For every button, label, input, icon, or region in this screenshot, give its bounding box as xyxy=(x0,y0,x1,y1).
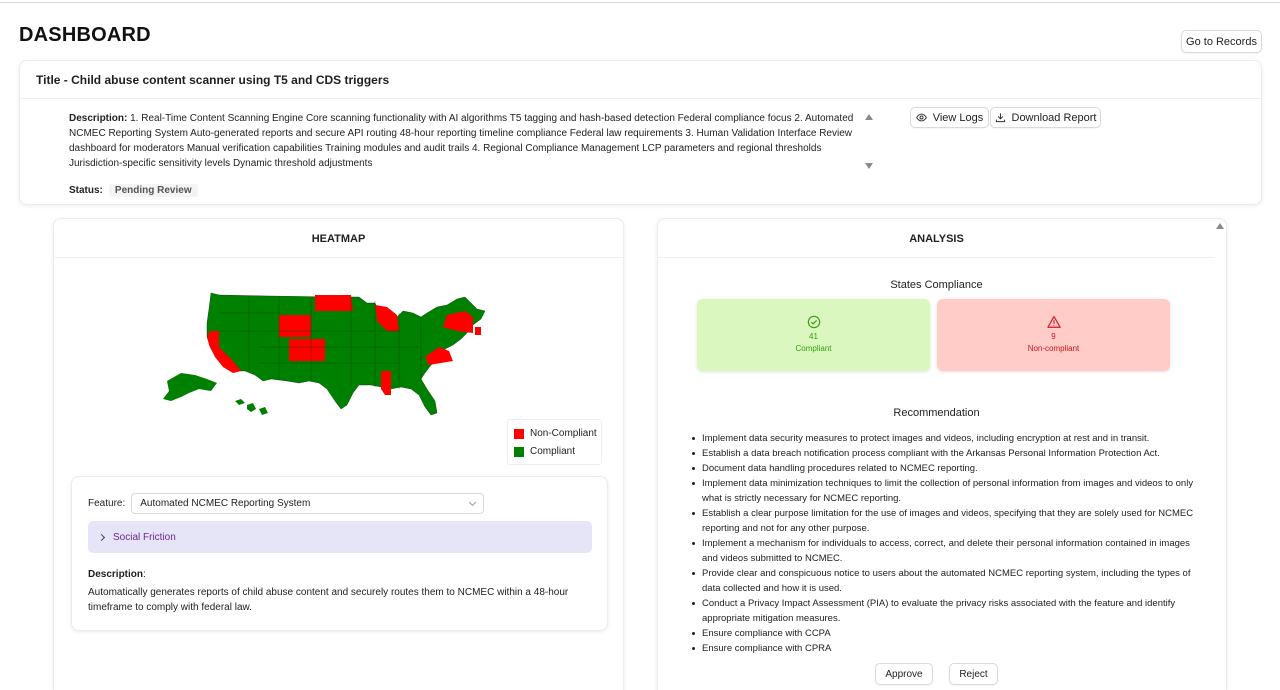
recommendation-title: Recommendation xyxy=(893,407,980,419)
heatmap-card: HEATMAP Non-Compliant Compliant xyxy=(53,218,624,690)
analysis-card: ANALYSIS States Compliance 41 Compliant … xyxy=(657,218,1227,690)
check-circle-icon xyxy=(807,315,820,329)
info-divider xyxy=(20,98,1261,99)
legend-item-non-compliant: Non-Compliant xyxy=(514,428,597,439)
heatmap-divider xyxy=(54,257,623,258)
warning-triangle-icon xyxy=(1046,316,1061,328)
recommendation-item: Establish a clear purpose limitation for… xyxy=(692,506,1200,536)
chevron-down-icon xyxy=(469,498,477,506)
description-label: Description: xyxy=(69,113,128,124)
description-scroll-box[interactable]: Description: 1. Real-Time Content Scanni… xyxy=(69,111,861,173)
social-friction-collapse[interactable]: Social Friction xyxy=(88,521,592,553)
state-new-york[interactable] xyxy=(443,311,473,333)
state-north-dakota[interactable] xyxy=(315,295,353,311)
recommendation-item: Establish a data breach notification pro… xyxy=(692,446,1200,461)
feature-label: Feature: xyxy=(88,498,126,509)
feature-select-value: Automated NCMEC Reporting System xyxy=(140,498,311,509)
feature-row: Feature: Automated NCMEC Reporting Syste… xyxy=(88,493,485,514)
heatmap-title: HEATMAP xyxy=(311,233,366,245)
compliant-summary-box: 41 Compliant xyxy=(697,299,930,371)
recommendation-item: Implement a mechanism for individuals to… xyxy=(692,536,1200,566)
states-compliance-title: States Compliance xyxy=(890,279,983,291)
recommendation-item: Implement data minimization techniques t… xyxy=(692,476,1200,506)
recommendation-item: Implement data security measures to prot… xyxy=(692,431,1200,446)
state-connecticut[interactable] xyxy=(475,327,481,335)
state-wisconsin[interactable] xyxy=(375,305,399,331)
legend-label-compliant: Compliant xyxy=(530,446,576,457)
download-report-label: Download Report xyxy=(1011,111,1097,124)
scroll-up-arrow-icon[interactable] xyxy=(865,114,873,120)
state-california[interactable] xyxy=(207,331,241,373)
analysis-scroll-up-icon[interactable] xyxy=(1216,223,1224,229)
alaska-shape xyxy=(163,373,217,401)
feature-description-heading: Description: xyxy=(88,569,146,580)
legend-item-compliant: Compliant xyxy=(514,446,575,457)
non-compliant-label: Non-compliant xyxy=(1027,344,1080,353)
page-title: DASHBOARD xyxy=(19,24,151,46)
chevron-right-icon xyxy=(97,533,106,541)
non-compliant-count: 9 xyxy=(1051,332,1056,341)
scroll-down-arrow-icon[interactable] xyxy=(865,163,873,169)
download-icon xyxy=(995,113,1005,123)
compliant-label: Compliant xyxy=(795,344,832,353)
state-virginia[interactable] xyxy=(425,347,453,365)
heatmap-legend: Non-Compliant Compliant xyxy=(507,419,602,465)
recommendation-item: Ensure compliance with CCPA xyxy=(692,626,1200,641)
status-label: Status: xyxy=(69,185,103,196)
status-badge: Pending Review xyxy=(108,184,198,197)
collapse-label: Social Friction xyxy=(113,531,176,543)
download-report-button[interactable]: Download Report xyxy=(990,107,1101,128)
feature-description-label: Description xyxy=(88,569,144,580)
us-mainland-shape xyxy=(206,292,486,416)
legend-swatch-green xyxy=(514,446,524,457)
approve-button[interactable]: Approve xyxy=(875,663,933,685)
hawaii-shape xyxy=(235,399,268,415)
us-heatmap[interactable] xyxy=(159,291,509,416)
feature-select[interactable]: Automated NCMEC Reporting System xyxy=(131,493,485,514)
eye-icon xyxy=(915,113,927,122)
state-colorado[interactable] xyxy=(289,339,325,361)
state-borders xyxy=(219,296,422,389)
compliant-count: 41 xyxy=(809,332,818,341)
analysis-divider xyxy=(658,257,1215,258)
analysis-title: ANALYSIS xyxy=(909,233,964,245)
status-row: Status: Pending Review xyxy=(69,184,198,197)
legend-swatch-red xyxy=(514,428,524,439)
view-logs-label: View Logs xyxy=(932,111,984,124)
feature-description-text: Automatically generates reports of child… xyxy=(88,587,569,613)
top-divider xyxy=(0,2,1280,3)
state-wyoming[interactable] xyxy=(279,315,311,337)
reject-button[interactable]: Reject xyxy=(949,663,998,685)
project-info-card: Title - Child abuse content scanner usin… xyxy=(19,60,1262,205)
view-logs-button[interactable]: View Logs xyxy=(910,107,989,128)
recommendation-list: Implement data security measures to prot… xyxy=(692,431,1200,656)
recommendation-item: Ensure compliance with CPRA xyxy=(692,641,1200,656)
recommendation-item: Conduct a Privacy Impact Assessment (PIA… xyxy=(692,596,1200,626)
state-mississippi[interactable] xyxy=(381,371,391,395)
recommendation-item: Provide clear and conspicuous notice to … xyxy=(692,566,1200,596)
non-compliant-summary-box: 9 Non-compliant xyxy=(937,299,1170,371)
project-title: Title - Child abuse content scanner usin… xyxy=(36,73,390,87)
go-to-records-button[interactable]: Go to Records xyxy=(1181,30,1262,53)
legend-label-non-compliant: Non-Compliant xyxy=(530,428,597,439)
feature-card: Feature: Automated NCMEC Reporting Syste… xyxy=(71,476,608,631)
description-text: 1. Real-Time Content Scanning Engine Cor… xyxy=(69,113,854,169)
recommendation-item: Document data handling procedures relate… xyxy=(692,461,1200,476)
